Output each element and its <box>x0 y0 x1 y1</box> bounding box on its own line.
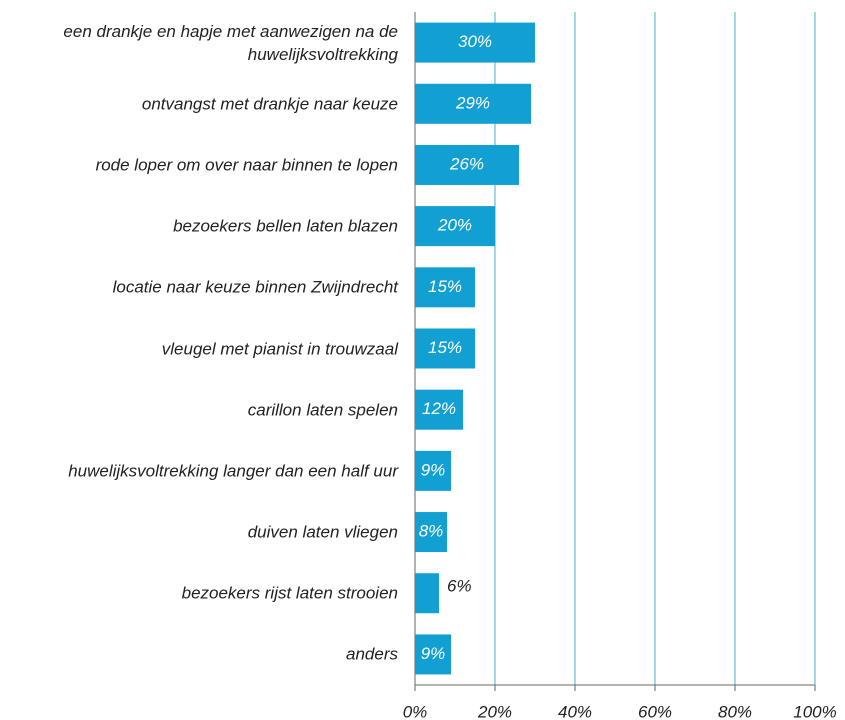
value-label: 6% <box>447 577 472 596</box>
y-tick-label: carillon laten spelen <box>247 400 398 420</box>
x-tick-label: 20% <box>477 702 512 720</box>
bar <box>415 206 495 247</box>
bar <box>415 144 519 185</box>
x-tick-label: 0% <box>403 702 428 720</box>
bar <box>415 328 475 369</box>
x-tick-label: 80% <box>718 702 752 720</box>
bar <box>415 573 439 614</box>
y-tick-label: locatie naar keuze binnen Zwijndrecht <box>112 277 398 297</box>
value-label: 15% <box>428 277 462 296</box>
x-tick-label: 60% <box>638 702 672 720</box>
bar <box>415 267 475 308</box>
bar <box>415 22 535 63</box>
y-tick-label: een drankje en hapje met aanwezigen na d… <box>63 21 398 64</box>
bar <box>415 450 451 491</box>
value-label: 9% <box>421 460 446 479</box>
y-tick-label: bezoekers rijst laten strooien <box>181 583 398 603</box>
y-tick-label: bezoekers bellen laten blazen <box>173 216 398 236</box>
value-label: 20% <box>437 216 472 235</box>
y-tick-label: duiven laten vliegen <box>247 522 398 542</box>
value-label: 15% <box>428 338 462 357</box>
y-tick-label: anders <box>346 644 398 664</box>
value-label: 29% <box>455 93 490 112</box>
y-tick-label: huwelijksvoltrekking langer dan een half… <box>68 461 398 481</box>
y-tick-label: vleugel met pianist in trouwzaal <box>161 339 398 358</box>
x-tick-label: 100% <box>793 702 836 720</box>
value-label: 8% <box>419 522 444 541</box>
bar <box>415 389 463 430</box>
bar <box>415 634 451 675</box>
bar <box>415 512 447 553</box>
value-label: 12% <box>422 399 456 418</box>
value-label: 26% <box>449 154 484 173</box>
value-label: 9% <box>421 644 446 663</box>
x-tick-label: 40% <box>558 702 592 720</box>
value-label: 30% <box>458 32 492 51</box>
y-tick-label: rode loper om over naar binnen te lopen <box>95 155 398 175</box>
bar <box>415 83 531 124</box>
y-tick-label: ontvangst met drankje naar keuze <box>141 94 398 114</box>
